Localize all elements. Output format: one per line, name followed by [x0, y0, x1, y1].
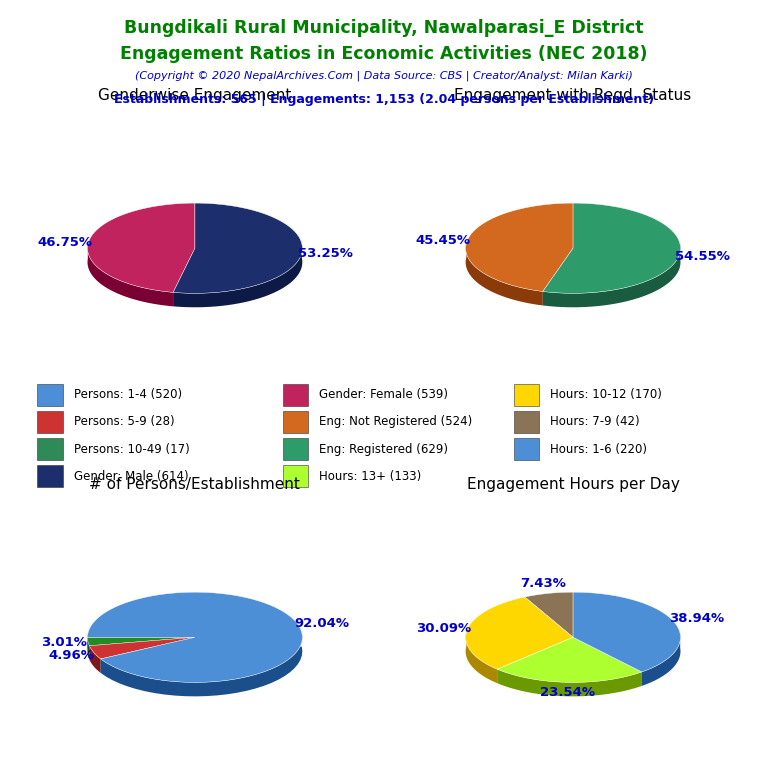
- FancyBboxPatch shape: [514, 384, 539, 406]
- Text: Hours: 7-9 (42): Hours: 7-9 (42): [550, 415, 640, 429]
- Title: Engagement Hours per Day: Engagement Hours per Day: [467, 477, 680, 492]
- FancyBboxPatch shape: [283, 465, 308, 487]
- Text: Persons: 5-9 (28): Persons: 5-9 (28): [74, 415, 174, 429]
- Title: # of Persons/Establishment: # of Persons/Establishment: [90, 477, 300, 492]
- Polygon shape: [89, 637, 195, 659]
- Text: Establishments: 565 | Engagements: 1,153 (2.04 persons per Establishment): Establishments: 565 | Engagements: 1,153…: [114, 93, 654, 106]
- Polygon shape: [88, 245, 173, 306]
- Polygon shape: [173, 203, 303, 293]
- Title: Genderwise Engagement: Genderwise Engagement: [98, 88, 292, 103]
- Text: Engagement Ratios in Economic Activities (NEC 2018): Engagement Ratios in Economic Activities…: [121, 45, 647, 62]
- Text: Gender: Male (614): Gender: Male (614): [74, 470, 188, 482]
- Text: Eng: Not Registered (524): Eng: Not Registered (524): [319, 415, 472, 429]
- Text: Hours: 10-12 (170): Hours: 10-12 (170): [550, 389, 662, 402]
- Text: 23.54%: 23.54%: [540, 686, 594, 699]
- FancyBboxPatch shape: [283, 384, 308, 406]
- Polygon shape: [497, 637, 642, 683]
- Text: Hours: 1-6 (220): Hours: 1-6 (220): [550, 442, 647, 455]
- Polygon shape: [465, 203, 573, 292]
- Text: 54.55%: 54.55%: [675, 250, 730, 263]
- Polygon shape: [89, 646, 101, 673]
- Text: 38.94%: 38.94%: [669, 612, 724, 625]
- FancyBboxPatch shape: [38, 384, 63, 406]
- Text: 46.75%: 46.75%: [37, 236, 92, 249]
- FancyBboxPatch shape: [38, 465, 63, 487]
- Text: Hours: 13+ (133): Hours: 13+ (133): [319, 470, 422, 482]
- FancyBboxPatch shape: [38, 438, 63, 460]
- Text: Persons: 10-49 (17): Persons: 10-49 (17): [74, 442, 190, 455]
- Polygon shape: [173, 244, 303, 307]
- FancyBboxPatch shape: [283, 411, 308, 433]
- Text: 92.04%: 92.04%: [294, 617, 349, 631]
- Polygon shape: [543, 203, 680, 293]
- Text: Gender: Female (539): Gender: Female (539): [319, 389, 448, 402]
- FancyBboxPatch shape: [38, 411, 63, 433]
- Text: Eng: Registered (629): Eng: Registered (629): [319, 442, 448, 455]
- Text: 45.45%: 45.45%: [415, 234, 471, 247]
- Text: 3.01%: 3.01%: [41, 636, 88, 649]
- Polygon shape: [88, 633, 303, 697]
- Polygon shape: [88, 637, 89, 660]
- FancyBboxPatch shape: [514, 438, 539, 460]
- Text: 53.25%: 53.25%: [298, 247, 353, 260]
- Title: Engagement with Regd. Status: Engagement with Regd. Status: [455, 88, 692, 103]
- Polygon shape: [543, 243, 680, 307]
- Polygon shape: [465, 243, 543, 306]
- Text: (Copyright © 2020 NepalArchives.Com | Data Source: CBS | Creator/Analyst: Milan : (Copyright © 2020 NepalArchives.Com | Da…: [135, 71, 633, 81]
- Polygon shape: [88, 592, 303, 683]
- Polygon shape: [497, 669, 642, 697]
- Polygon shape: [88, 203, 195, 293]
- Text: Bungdikali Rural Municipality, Nawalparasi_E District: Bungdikali Rural Municipality, Nawalpara…: [124, 19, 644, 37]
- FancyBboxPatch shape: [514, 411, 539, 433]
- Polygon shape: [465, 632, 497, 684]
- Polygon shape: [88, 637, 195, 646]
- Polygon shape: [642, 634, 680, 686]
- Polygon shape: [525, 592, 573, 637]
- Text: 30.09%: 30.09%: [416, 622, 472, 635]
- Text: Persons: 1-4 (520): Persons: 1-4 (520): [74, 389, 182, 402]
- Text: 4.96%: 4.96%: [48, 650, 94, 662]
- Polygon shape: [573, 592, 680, 672]
- Polygon shape: [465, 597, 573, 669]
- Text: 7.43%: 7.43%: [520, 578, 566, 591]
- FancyBboxPatch shape: [283, 438, 308, 460]
